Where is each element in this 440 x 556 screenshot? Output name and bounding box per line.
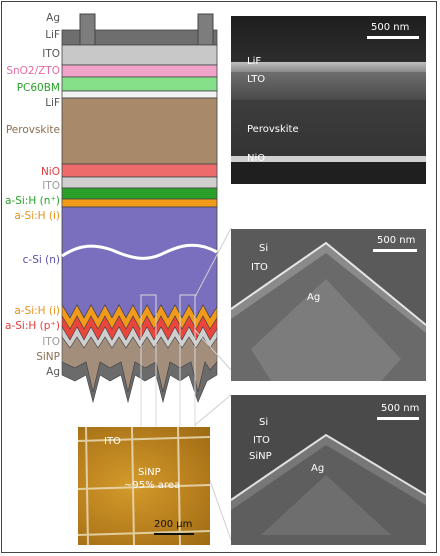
label-asih-p: a-Si:H (p⁺): [5, 320, 60, 332]
layer-ito-mid: [61, 176, 218, 189]
label-ito-bot: ITO: [42, 336, 60, 348]
label-perovskite: Perovskite: [5, 124, 60, 136]
label-sinp: SiNP: [36, 351, 60, 363]
optical-sinp-label: SiNP: [138, 467, 161, 478]
label-sno2: SnO2/ZTO: [6, 65, 60, 77]
label-nio: NiO: [40, 166, 60, 178]
label-asih-i-bot: a-Si:H (i): [14, 305, 60, 317]
sem-pyramid-sinp: 500 nm Si ITO SiNP Ag: [231, 395, 426, 545]
ito-grid-lines: [78, 427, 210, 545]
sem-cross-section: 500 nm LiF LTO Perovskite NiO: [231, 16, 426, 184]
label-ag-top: Ag: [46, 12, 60, 24]
sem1-ito-band: [231, 72, 426, 100]
layer-lif-mid: [61, 90, 218, 99]
label-lif-top: LiF: [45, 29, 60, 41]
layer-asih-i-top: [61, 198, 218, 208]
sem-pyramid-ito: 500 nm Si ITO Ag: [231, 229, 426, 381]
sem1-perovskite-band: [231, 100, 426, 158]
sem1-ito-label: LTO: [247, 74, 266, 85]
sem3-ag-label: Ag: [311, 463, 325, 474]
sem1-lif-band: [231, 62, 426, 72]
sem2-scale-label: 500 nm: [377, 235, 416, 246]
csi-break-line: [61, 243, 218, 260]
sem3-scale-bar: [377, 417, 419, 420]
label-csi: c-Si (n): [22, 254, 60, 266]
sem3-ito-label: ITO: [253, 435, 270, 446]
sem1-nio-band: [231, 156, 426, 162]
optical-scale-label: 200 μm: [154, 519, 193, 530]
connector-line: [194, 394, 232, 426]
layer-sno2-zto: [61, 64, 218, 78]
label-ag-bot: Ag: [46, 366, 60, 378]
sem3-scale-label: 500 nm: [381, 403, 420, 414]
sem1-lif-label: LiF: [247, 56, 262, 67]
label-pcbm: PC60BM: [16, 82, 60, 94]
label-lif-mid: LiF: [45, 97, 60, 109]
layer-pcbm: [61, 76, 218, 92]
sem2-pyramid: [231, 241, 426, 381]
label-asih-n: a-Si:H (n⁺): [5, 195, 60, 207]
optical-area-label: ~95% area: [124, 480, 181, 491]
sem1-top-dark: [231, 16, 426, 64]
label-asih-i-top: a-Si:H (i): [14, 210, 60, 222]
layer-ag-bot: [61, 361, 218, 404]
sem1-scale-label: 500 nm: [371, 22, 410, 33]
sem2-si-label: Si: [259, 243, 269, 254]
layer-asih-n: [61, 187, 218, 200]
sem1-perovskite-label: Perovskite: [247, 124, 299, 135]
sem3-si-label: Si: [259, 417, 269, 428]
layer-nio: [61, 163, 218, 178]
connector-line: [194, 329, 232, 371]
sem1-bottom: [231, 162, 426, 184]
optical-scale-bar: [154, 533, 194, 535]
sem3-sinp-label: SiNP: [249, 451, 272, 462]
sem1-nio-label: NiO: [247, 153, 266, 164]
sem2-scale-bar: [373, 249, 417, 252]
label-ito-mid: ITO: [42, 180, 60, 192]
layer-csi: [61, 206, 218, 319]
sem3-pyramid: [231, 433, 426, 545]
label-ito-top: ITO: [42, 48, 60, 60]
optical-micrograph: ITO SiNP ~95% area 200 μm: [78, 427, 210, 545]
optical-ito-label: ITO: [104, 436, 121, 447]
connector-line: [194, 227, 232, 298]
layer-perovskite: [61, 97, 218, 165]
sem2-ito-label: ITO: [251, 262, 268, 273]
layer-ito-top: [61, 44, 218, 66]
sem1-scale-bar: [367, 36, 419, 39]
sem2-ag-label: Ag: [307, 292, 321, 303]
